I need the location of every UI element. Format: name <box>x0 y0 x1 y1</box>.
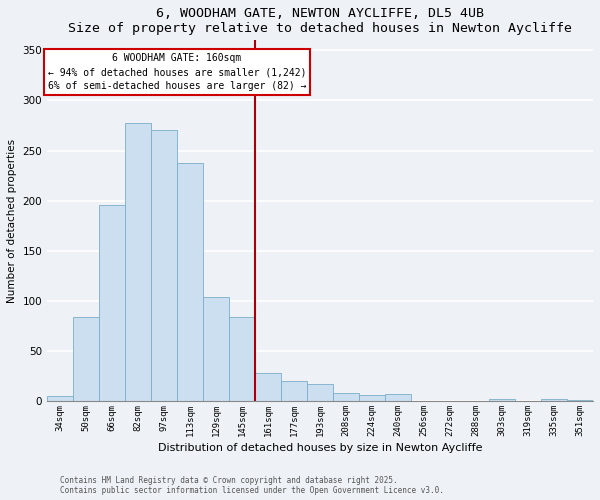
Bar <box>177 162 203 401</box>
X-axis label: Distribution of detached houses by size in Newton Aycliffe: Distribution of detached houses by size … <box>158 443 482 453</box>
Bar <box>229 317 255 401</box>
Text: Contains HM Land Registry data © Crown copyright and database right 2025.
Contai: Contains HM Land Registry data © Crown c… <box>60 476 444 495</box>
Y-axis label: Number of detached properties: Number of detached properties <box>7 138 17 302</box>
Bar <box>99 204 125 401</box>
Bar <box>359 395 385 401</box>
Bar <box>333 393 359 401</box>
Bar <box>47 396 73 401</box>
Bar <box>489 399 515 401</box>
Bar <box>73 317 99 401</box>
Text: 6 WOODHAM GATE: 160sqm
← 94% of detached houses are smaller (1,242)
6% of semi-d: 6 WOODHAM GATE: 160sqm ← 94% of detached… <box>48 54 307 92</box>
Title: 6, WOODHAM GATE, NEWTON AYCLIFFE, DL5 4UB
Size of property relative to detached : 6, WOODHAM GATE, NEWTON AYCLIFFE, DL5 4U… <box>68 7 572 35</box>
Bar <box>151 130 177 401</box>
Bar <box>255 373 281 401</box>
Bar <box>567 400 593 401</box>
Bar <box>281 381 307 401</box>
Bar <box>307 384 333 401</box>
Bar <box>125 124 151 401</box>
Bar <box>385 394 411 401</box>
Bar <box>541 399 567 401</box>
Bar <box>203 297 229 401</box>
